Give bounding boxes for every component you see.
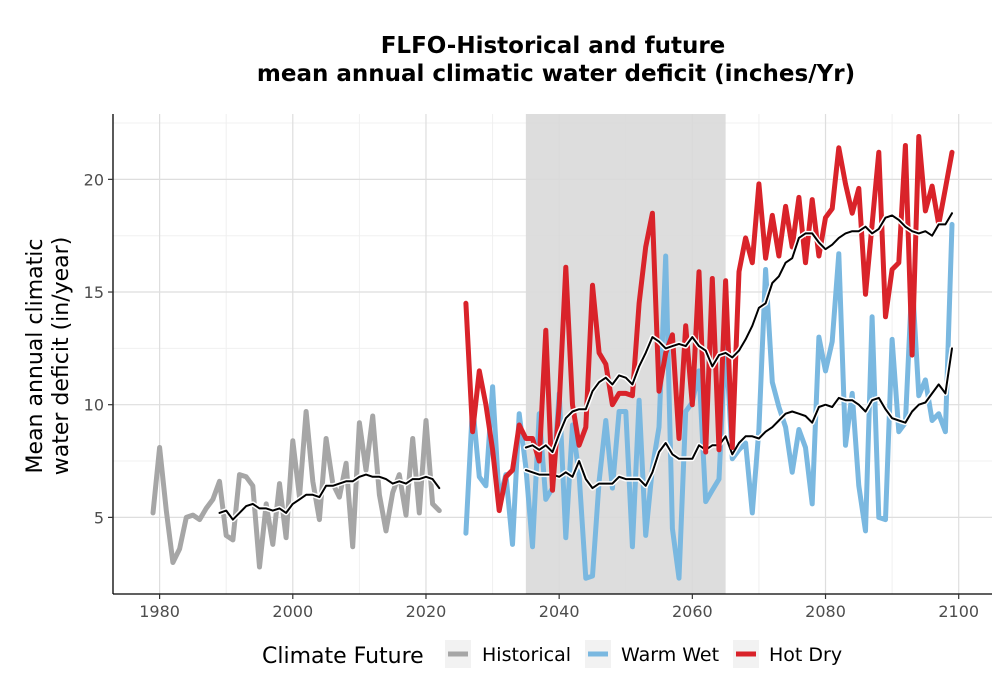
x-tick-label: 2040	[539, 602, 580, 621]
legend-item-historical: Historical	[445, 640, 571, 668]
warm-wet-rolling-mean-line	[524, 347, 953, 490]
plot-area: 5 10 15 20 1980 2000 2020 2040 2060 2080 2100	[84, 114, 992, 621]
legend-item-warm-wet: Warm Wet	[585, 640, 719, 668]
legend-label-historical: Historical	[482, 644, 571, 666]
x-tick-label: 2020	[406, 602, 447, 621]
x-tick-label: 1980	[139, 602, 180, 621]
legend-item-hot-dry: Hot Dry	[733, 640, 842, 668]
x-tick-label: 2000	[272, 602, 313, 621]
historical-series-line	[150, 409, 442, 570]
y-tick-label: 10	[84, 396, 104, 415]
chart-title-line-2: mean annual climatic water deficit (inch…	[257, 61, 855, 87]
legend-label-hot-dry: Hot Dry	[769, 644, 842, 666]
x-tick-label: 2100	[938, 602, 979, 621]
legend: Climate Future Historical Warm Wet Hot D…	[262, 640, 842, 669]
x-tick-label: 2080	[805, 602, 846, 621]
historical-rolling-mean-line	[218, 473, 441, 521]
chart-title-line-1: FLFO-Historical and future	[381, 33, 726, 59]
hot-dry-rolling-mean-line	[524, 212, 953, 453]
y-axis-label-line-2: water deficit (in/year)	[49, 237, 74, 476]
warm-wet-series-line	[463, 221, 955, 581]
y-tick-label: 5	[94, 508, 104, 527]
y-tick-label: 20	[84, 170, 104, 189]
legend-title: Climate Future	[262, 644, 424, 669]
y-tick-label: 15	[84, 283, 104, 302]
hot-dry-series-line	[463, 134, 955, 514]
legend-label-warm-wet: Warm Wet	[621, 644, 719, 666]
y-axis-label-line-1: Mean annual climatic	[23, 239, 48, 474]
x-tick-label: 2060	[672, 602, 713, 621]
